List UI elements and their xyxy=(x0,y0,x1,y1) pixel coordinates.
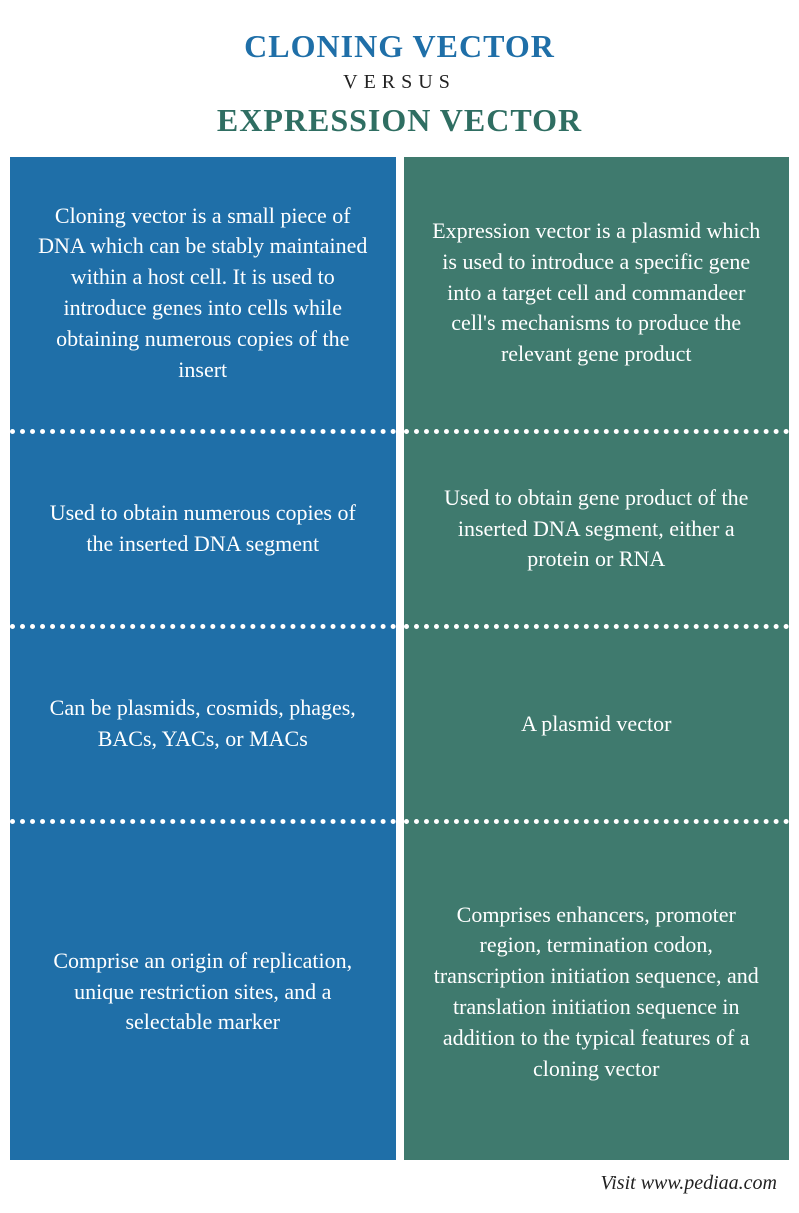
versus-label: VERSUS xyxy=(10,71,789,94)
comparison-grid: Cloning vector is a small piece of DNA w… xyxy=(0,157,799,1160)
header: CLONING VECTOR VERSUS EXPRESSION VECTOR xyxy=(0,0,799,157)
title-right: EXPRESSION VECTOR xyxy=(10,102,789,139)
cell-right-2: A plasmid vector xyxy=(404,629,790,824)
column-right: Expression vector is a plasmid which is … xyxy=(404,157,790,1160)
column-left: Cloning vector is a small piece of DNA w… xyxy=(10,157,396,1160)
cell-left-0: Cloning vector is a small piece of DNA w… xyxy=(10,157,396,434)
title-left: CLONING VECTOR xyxy=(10,28,789,65)
footer-text: Visit www.pediaa.com xyxy=(0,1160,799,1213)
cell-left-3: Comprise an origin of replication, uniqu… xyxy=(10,824,396,1160)
cell-left-2: Can be plasmids, cosmids, phages, BACs, … xyxy=(10,629,396,824)
cell-right-3: Comprises enhancers, promoter region, te… xyxy=(404,824,790,1160)
cell-right-0: Expression vector is a plasmid which is … xyxy=(404,157,790,434)
cell-right-1: Used to obtain gene product of the inser… xyxy=(404,434,790,629)
cell-left-1: Used to obtain numerous copies of the in… xyxy=(10,434,396,629)
